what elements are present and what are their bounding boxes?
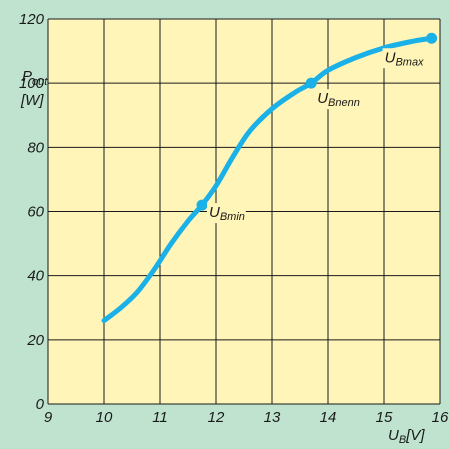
marker-label-bg <box>207 203 246 224</box>
marker-label: UBmin <box>209 204 245 223</box>
marker-label-bg <box>315 89 361 110</box>
x-tick-labels: 9 10 11 12 13 14 15 16 <box>44 409 449 426</box>
y-tick-label: 20 <box>26 332 44 349</box>
y-axis-unit: [W] <box>20 92 44 109</box>
data-point-marker <box>426 32 438 44</box>
x-tick-label: 12 <box>208 409 225 426</box>
marker-label: UBmax <box>385 49 424 68</box>
grid-lines <box>47 18 441 405</box>
y-tick-label: 40 <box>27 268 44 285</box>
y-tick-label: 60 <box>27 204 44 221</box>
y-tick-label: 80 <box>27 139 44 156</box>
x-tick-label: 13 <box>264 409 281 426</box>
marker-group: UBmin UBnenn UBmax <box>196 32 438 224</box>
data-point-marker <box>305 77 317 89</box>
x-axis-label: UB[V] <box>388 427 425 446</box>
y-tick-label: 0 <box>36 396 45 413</box>
y-axis-label: Pout <box>22 68 48 88</box>
marker-label-bg <box>382 48 422 69</box>
series-line <box>101 35 435 324</box>
x-tick-label: 9 <box>44 409 53 426</box>
x-tick-label: 14 <box>320 409 337 426</box>
x-tick-label: 16 <box>432 409 449 426</box>
y-tick-label: 100 <box>19 75 45 92</box>
marker-label: UBnenn <box>317 90 360 109</box>
x-tick-label: 11 <box>152 409 168 426</box>
y-tick-label: 120 <box>19 11 45 28</box>
y-tick-labels: 0 20 40 60 80 100 120 <box>19 11 45 413</box>
x-tick-label: 10 <box>96 409 113 426</box>
data-point-marker <box>196 199 208 211</box>
x-tick-label: 15 <box>376 409 393 426</box>
